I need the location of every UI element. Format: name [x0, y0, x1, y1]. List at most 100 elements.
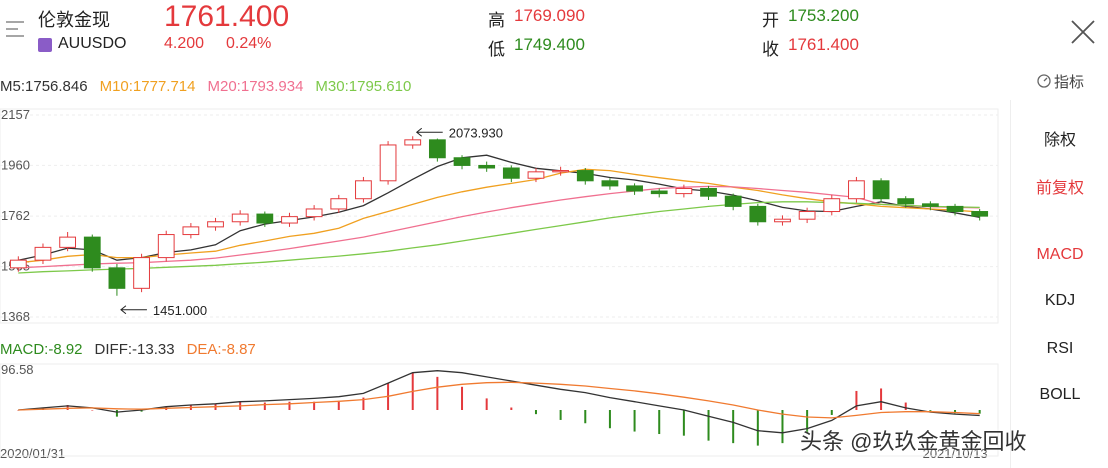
candle-body: [724, 195, 742, 207]
macd-bar: [288, 401, 291, 410]
candle-body: [774, 218, 791, 223]
macd-bar: [115, 410, 118, 417]
macd-bar: [830, 410, 833, 415]
macd-bar: [510, 407, 513, 410]
candle-body: [330, 198, 348, 210]
menu-icon[interactable]: [4, 18, 30, 44]
macd-bar: [904, 402, 907, 410]
annotation: 2073.930: [449, 125, 503, 140]
legend-entry: M20:1793.934: [208, 78, 304, 95]
candle-body: [9, 259, 27, 269]
macd-line: [18, 370, 980, 434]
close-label: 收: [762, 40, 779, 59]
candle-body: [157, 234, 175, 259]
tab[interactable]: 前复权: [1035, 180, 1084, 197]
tab[interactable]: 除权: [1043, 132, 1076, 149]
candle-body: [59, 236, 77, 248]
instrument-name: 伦敦金现: [38, 10, 110, 30]
macd-bar: [781, 410, 784, 444]
candle-body: [379, 144, 397, 182]
low-label: 低: [488, 40, 505, 59]
candle-body: [83, 236, 101, 269]
macd-bar: [66, 405, 69, 410]
annotation-arrow: [415, 127, 443, 137]
watermark: 头条 @玖玖金黄金回收: [800, 429, 1027, 454]
macd-bar: [313, 401, 316, 410]
candle-body: [108, 267, 126, 289]
tab[interactable]: MACD: [1036, 246, 1084, 263]
candle-body: [601, 180, 619, 187]
close-button[interactable]: [1068, 17, 1098, 47]
x-tick-label: 2020/01/31: [0, 446, 65, 461]
open-value: 1753.200: [788, 6, 859, 25]
tab[interactable]: RSI: [1046, 340, 1074, 357]
ma-line: [18, 201, 980, 274]
macd-bar: [91, 410, 94, 411]
legend-entry: M30:1795.610: [315, 78, 411, 95]
candle-body: [281, 216, 298, 224]
macd-bar: [929, 410, 932, 411]
tab[interactable]: KDJ: [1044, 292, 1076, 309]
macd-bar: [732, 410, 735, 444]
macd-bar: [880, 388, 883, 410]
candle-body: [798, 211, 816, 220]
y-tick-label: 1960: [1, 157, 30, 172]
y-tick-label: 1762: [1, 208, 30, 223]
macd-bar: [559, 410, 562, 420]
open-label: 开: [762, 11, 779, 30]
candle-body: [749, 205, 767, 223]
macd-bar: [584, 410, 587, 424]
indicator-button[interactable]: 指标: [1054, 74, 1085, 91]
candle-body: [231, 213, 249, 223]
candle-body: [848, 180, 865, 200]
high-label: 高: [488, 11, 505, 30]
candle-body: [576, 170, 594, 182]
macd-bar: [658, 410, 661, 435]
candle-body: [305, 208, 323, 218]
macd-bar: [633, 410, 636, 432]
candle-body: [34, 246, 52, 261]
macd-bar: [534, 410, 537, 415]
tab[interactable]: BOLL: [1039, 386, 1081, 403]
macd-bar: [756, 410, 759, 446]
candle-body: [675, 187, 693, 195]
low-value: 1749.400: [514, 35, 585, 54]
candle-body: [355, 180, 372, 200]
macd-bar: [140, 410, 143, 412]
price-change-pct: 0.24%: [226, 35, 272, 52]
candle-body: [626, 185, 643, 192]
candle-body: [428, 139, 446, 159]
indicator-icon: [1037, 74, 1051, 88]
legend-entry: DEA:-8.87: [187, 341, 256, 358]
candle-body: [700, 187, 717, 197]
candle-body: [478, 164, 496, 169]
candle-body: [650, 190, 668, 195]
price-change: 4.200: [164, 35, 205, 52]
legend-entry: DIFF:-13.33: [95, 341, 175, 358]
candle-body: [823, 198, 841, 213]
candle-body: [946, 205, 964, 213]
macd-bar: [978, 410, 981, 414]
candle-body: [256, 213, 274, 224]
flag-icon: [38, 38, 52, 52]
macd-bar: [608, 410, 611, 429]
legend-entry: M5:1756.846: [0, 78, 88, 95]
macd-bar: [855, 390, 858, 410]
candle-body: [897, 198, 915, 205]
macd-bar: [485, 398, 488, 410]
last-price: 1761.400: [164, 0, 290, 33]
sidebar: 除权 前复权 MACD KDJ RSI BOLL: [1010, 100, 1108, 468]
macd-bar: [436, 376, 439, 410]
macd-bar: [682, 410, 685, 436]
candle-body: [207, 221, 224, 228]
macd-bar: [461, 386, 464, 410]
y-tick-label: 96.58: [1, 362, 34, 377]
macd-bar: [337, 400, 340, 410]
macd-bar: [362, 397, 365, 410]
annotation: 1451.000: [153, 303, 207, 318]
high-value: 1769.090: [514, 6, 585, 25]
y-tick-label: 2157: [1, 107, 30, 122]
candle-body: [552, 170, 570, 173]
candle-body: [182, 226, 200, 236]
